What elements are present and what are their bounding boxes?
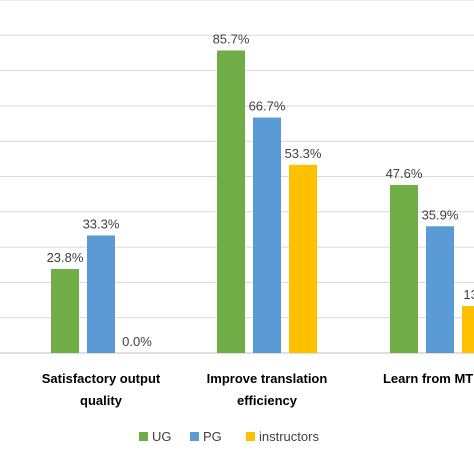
bar-instructors-1 bbox=[289, 164, 317, 353]
data-label-ug-0: 23.8% bbox=[47, 250, 84, 265]
legend-swatch-instructors bbox=[246, 432, 255, 441]
data-labels: 23.8% 85.7% 47.6% 33.3% 66.7% 35.9% 0.0% 53.3% 1… bbox=[47, 31, 474, 349]
bar-ug-2 bbox=[390, 184, 418, 353]
category-label-2: Learn from MT out bbox=[383, 371, 474, 386]
category-label-0: Satisfactory output bbox=[42, 371, 161, 386]
legend-swatch-ug bbox=[139, 432, 148, 441]
data-label-pg-2: 35.9% bbox=[422, 207, 459, 222]
bar-instructors-2 bbox=[462, 306, 474, 353]
legend-label-pg: PG bbox=[203, 429, 222, 444]
category-label-1: efficiency bbox=[237, 393, 298, 408]
bar-ug-0 bbox=[51, 268, 79, 353]
data-label-ug-2: 47.6% bbox=[386, 166, 423, 181]
bar-pg-2 bbox=[426, 226, 454, 353]
category-labels: Satisfactory output quality Improve transl… bbox=[42, 371, 474, 408]
data-label-instructors-0: 0.0% bbox=[122, 334, 152, 349]
data-label-ug-1: 85.7% bbox=[213, 31, 250, 46]
bars bbox=[51, 50, 474, 353]
legend-swatch-pg bbox=[190, 432, 199, 441]
legend-label-ug: UG bbox=[152, 429, 172, 444]
legend-label-instructors: instructors bbox=[259, 429, 319, 444]
data-label-pg-1: 66.7% bbox=[249, 99, 286, 114]
data-label-instructors-2: 13.3 bbox=[463, 287, 474, 302]
bar-pg-0 bbox=[87, 235, 115, 353]
bar-pg-1 bbox=[253, 117, 281, 353]
bar-ug-1 bbox=[217, 50, 245, 353]
category-label-0: quality bbox=[80, 393, 123, 408]
legend: UG PG instructors bbox=[139, 429, 319, 444]
category-label-1: Improve translation bbox=[207, 371, 328, 386]
data-label-instructors-1: 53.3% bbox=[285, 146, 322, 161]
data-label-pg-0: 33.3% bbox=[83, 216, 120, 231]
